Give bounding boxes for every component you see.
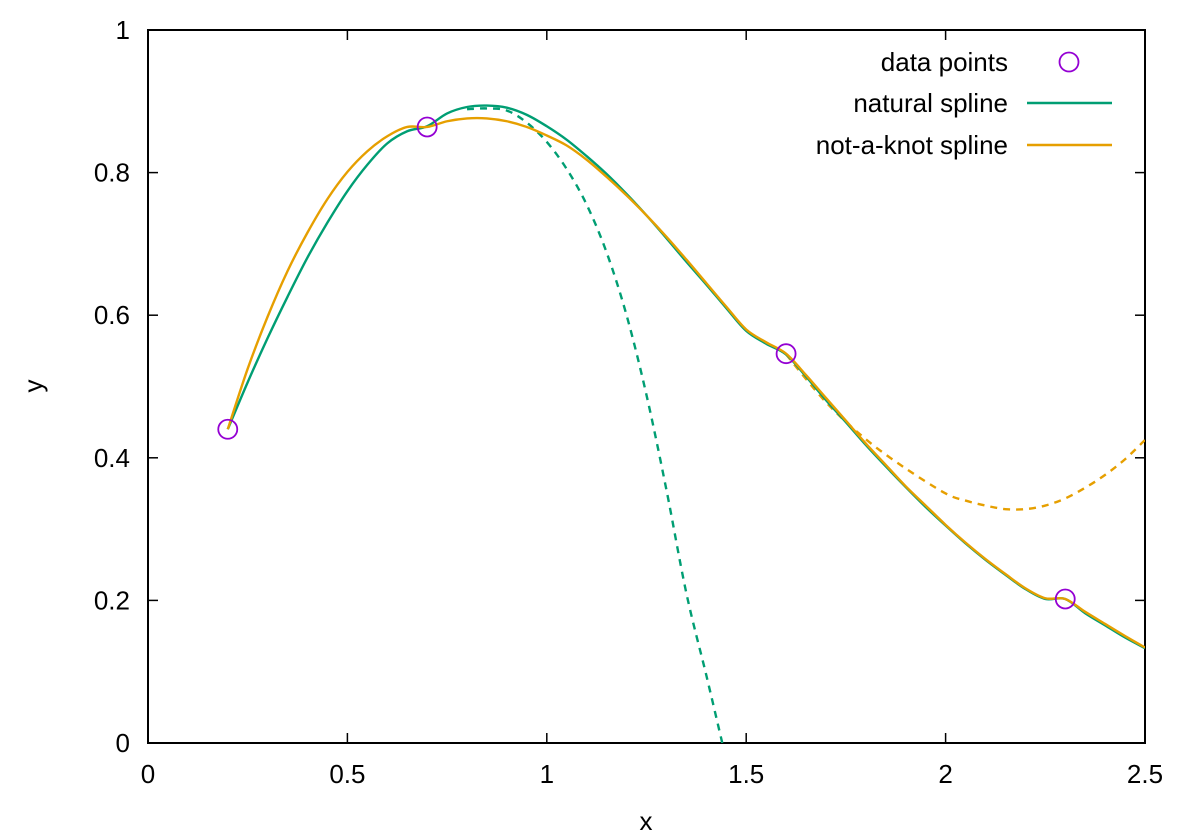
y-tick-label: 0 — [116, 728, 130, 758]
not-a-knot-spline-line — [226, 116, 1145, 649]
legend-label-not-a-knot-spline: not-a-knot spline — [816, 130, 1008, 160]
x-axis-label: x — [640, 806, 653, 836]
y-tick-label: 0.6 — [94, 300, 130, 330]
x-tick-label: 1.5 — [728, 759, 764, 789]
x-axis-ticks: 0 0.5 1 1.5 2 2.5 — [141, 30, 1163, 789]
legend-label-natural-spline: natural spline — [853, 88, 1008, 118]
not-a-knot-spline-extrapolation — [785, 353, 1145, 511]
y-tick-label: 0.8 — [94, 158, 130, 188]
y-axis-ticks: 0 0.2 0.4 0.6 0.8 1 — [94, 15, 1145, 758]
data-point — [217, 418, 239, 440]
legend-label-data-points: data points — [881, 47, 1008, 77]
data-point — [416, 116, 438, 138]
x-tick-label: 0 — [141, 759, 155, 789]
legend: data points natural spline not-a-knot sp… — [816, 47, 1112, 160]
x-tick-label: 2.5 — [1127, 759, 1163, 789]
data-point — [775, 343, 797, 365]
points-layer — [217, 116, 1076, 610]
y-tick-label: 1 — [116, 15, 130, 45]
y-tick-label: 0.2 — [94, 585, 130, 615]
series-layer — [226, 104, 1145, 743]
natural-spline-line — [226, 104, 1145, 650]
y-tick-label: 0.4 — [94, 443, 130, 473]
natural-spline-extrapolation — [466, 107, 724, 743]
x-tick-label: 0.5 — [329, 759, 365, 789]
data-point — [1054, 588, 1076, 610]
plot-frame — [147, 29, 1146, 744]
legend-marker-data-points — [1058, 51, 1080, 73]
x-tick-label: 1 — [540, 759, 554, 789]
y-axis-label: y — [18, 380, 48, 393]
x-tick-label: 2 — [938, 759, 952, 789]
